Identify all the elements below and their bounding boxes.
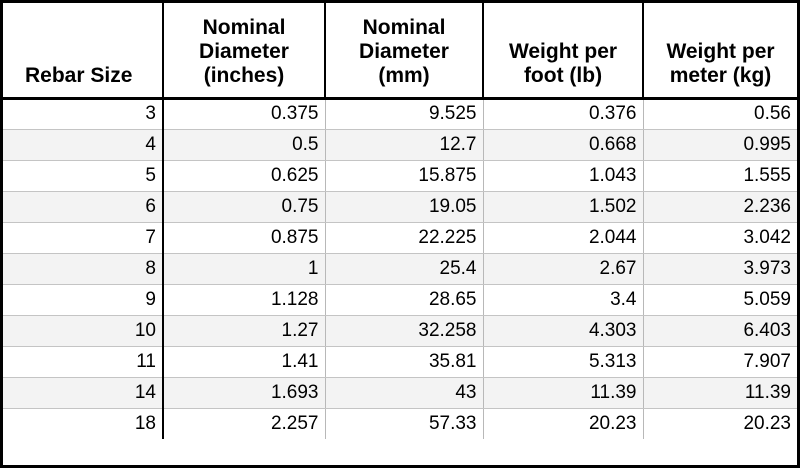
cell-diameter-inches: 0.375 [163,98,326,130]
header-row: Rebar Size Nominal Diameter (inches) Nom… [3,3,797,100]
cell-weight-per-meter: 11.39 [643,377,797,409]
cell-diameter-mm: 43 [325,377,484,409]
cell-diameter-mm: 57.33 [325,408,484,439]
header-rebar-size: Rebar Size [3,3,164,100]
table-row: 18 2.257 57.33 20.23 20.23 [3,408,797,439]
cell-weight-per-foot: 1.502 [483,191,644,223]
cell-weight-per-foot: 1.043 [483,160,644,192]
cell-diameter-mm: 22.225 [325,222,484,254]
cell-weight-per-foot: 4.303 [483,315,644,347]
cell-weight-per-meter: 6.403 [643,315,797,347]
cell-weight-per-foot: 2.044 [483,222,644,254]
cell-diameter-inches: 1.41 [163,346,326,378]
cell-weight-per-meter: 3.042 [643,222,797,254]
cell-rebar-size: 8 [3,253,164,285]
cell-diameter-mm: 19.05 [325,191,484,223]
cell-diameter-mm: 9.525 [325,98,484,130]
cell-weight-per-foot: 2.67 [483,253,644,285]
cell-weight-per-foot: 3.4 [483,284,644,316]
cell-weight-per-meter: 0.56 [643,98,797,130]
cell-rebar-size: 18 [3,408,164,439]
cell-rebar-size: 3 [3,98,164,130]
cell-diameter-inches: 1.693 [163,377,326,409]
header-nominal-diameter-mm: Nominal Diameter (mm) [325,3,484,100]
cell-rebar-size: 10 [3,315,164,347]
cell-diameter-inches: 0.625 [163,160,326,192]
cell-diameter-mm: 28.65 [325,284,484,316]
cell-rebar-size: 7 [3,222,164,254]
table-row: 5 0.625 15.875 1.043 1.555 [3,160,797,192]
cell-rebar-size: 9 [3,284,164,316]
cell-weight-per-meter: 20.23 [743,412,791,434]
cell-rebar-size: 14 [3,377,164,409]
cell-weight-per-meter: 7.907 [643,346,797,378]
table-row: 11 1.41 35.81 5.313 7.907 [3,346,797,378]
cell-diameter-mm: 25.4 [325,253,484,285]
header-weight-per-meter: Weight per meter (kg) [643,3,797,100]
header-nominal-diameter-inches: Nominal Diameter (inches) [163,3,326,100]
cell-diameter-inches: 0.5 [163,129,326,161]
cell-weight-per-meter: 0.995 [643,129,797,161]
cell-diameter-mm: 35.81 [325,346,484,378]
cell-weight-per-meter: 1.555 [643,160,797,192]
table-row: 14 1.693 43 11.39 11.39 [3,377,797,409]
cell-diameter-mm: 12.7 [325,129,484,161]
table-row: 9 1.128 28.65 3.4 5.059 [3,284,797,316]
cell-weight-per-foot: 11.39 [483,377,644,409]
cell-diameter-mm: 15.875 [325,160,484,192]
cell-diameter-mm: 32.258 [325,315,484,347]
table-row: 8 1 25.4 2.67 3.973 [3,253,797,285]
table-row: 7 0.875 22.225 2.044 3.042 [3,222,797,254]
cell-weight-per-foot: 20.23 [483,408,644,439]
cell-diameter-inches: 1.27 [163,315,326,347]
cell-diameter-inches: 1.128 [163,284,326,316]
cell-weight-per-foot: 0.668 [483,129,644,161]
cell-weight-per-meter: 2.236 [643,191,797,223]
table-row: 10 1.27 32.258 4.303 6.403 [3,315,797,347]
cell-rebar-size: 6 [3,191,164,223]
cell-diameter-inches: 0.75 [163,191,326,223]
table-row: 6 0.75 19.05 1.502 2.236 [3,191,797,223]
table-row: 3 0.375 9.525 0.376 0.56 [3,98,797,130]
cell-rebar-size: 5 [3,160,164,192]
cell-weight-per-meter: 3.973 [643,253,797,285]
cell-weight-per-meter: 5.059 [643,284,797,316]
cell-diameter-inches: 0.875 [163,222,326,254]
header-weight-per-foot: Weight per foot (lb) [483,3,644,100]
table-row: 4 0.5 12.7 0.668 0.995 [3,129,797,161]
cell-rebar-size: 4 [3,129,164,161]
cell-rebar-size: 11 [3,346,164,378]
cell-diameter-inches: 1 [163,253,326,285]
cell-diameter-inches: 2.257 [163,408,326,439]
table-header: Rebar Size Nominal Diameter (inches) Nom… [3,3,797,100]
rebar-size-table: Rebar Size Nominal Diameter (inches) Nom… [3,3,797,439]
table-body: 3 0.375 9.525 0.376 0.56 4 0.5 12.7 0.668 0.995 5 0… [3,98,797,439]
cell-weight-per-foot: 5.313 [483,346,644,378]
cell-weight-per-foot: 0.376 [483,98,644,130]
